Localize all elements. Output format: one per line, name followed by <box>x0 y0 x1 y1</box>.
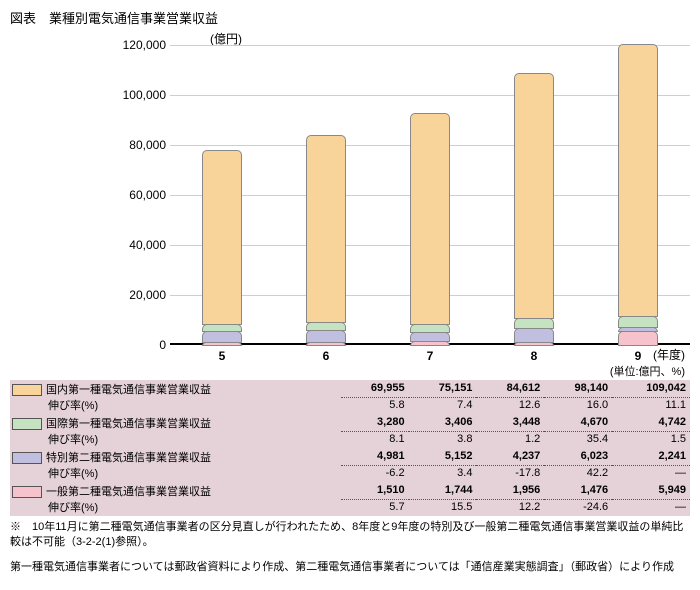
data-value: 6,023 <box>544 448 612 465</box>
bar-column: 7 <box>410 113 450 345</box>
data-rate: -24.6 <box>544 499 612 516</box>
data-rate: -6.2 <box>341 465 409 482</box>
bar-column: 9 <box>618 44 658 345</box>
data-rate: 1.5 <box>612 431 690 448</box>
legend-text: 一般第二種電気通信事業営業収益 <box>46 486 211 498</box>
data-rate: 35.4 <box>544 431 612 448</box>
data-value: 3,448 <box>476 414 544 431</box>
bar-column: 8 <box>514 73 554 345</box>
bar-segment-dom1 <box>514 73 554 318</box>
data-value: 5,152 <box>409 448 477 465</box>
data-rate: 11.1 <box>612 397 690 414</box>
data-rate: ― <box>612 499 690 516</box>
legend-swatch <box>12 486 42 498</box>
x-tick-label: 5 <box>202 349 242 363</box>
bar-segment-gen2 <box>202 342 242 346</box>
data-rate: 15.5 <box>409 499 477 516</box>
data-rate: 16.0 <box>544 397 612 414</box>
legend-label: 一般第二種電気通信事業営業収益伸び率(%) <box>10 482 341 516</box>
data-rate: -17.8 <box>476 465 544 482</box>
data-rate: 12.6 <box>476 397 544 414</box>
y-tick-label: 40,000 <box>116 238 166 252</box>
x-tick-label: 9 <box>618 349 658 363</box>
data-value: 2,241 <box>612 448 690 465</box>
bar-segment-sp2 <box>514 328 554 343</box>
data-rate: 3.4 <box>409 465 477 482</box>
legend-label: 国内第一種電気通信事業営業収益伸び率(%) <box>10 380 341 414</box>
x-tick-label: 6 <box>306 349 346 363</box>
legend-label: 国際第一種電気通信事業営業収益伸び率(%) <box>10 414 341 448</box>
data-rate: 5.7 <box>341 499 409 516</box>
bar-segment-dom1 <box>618 44 658 317</box>
data-rate: 3.8 <box>409 431 477 448</box>
legend-swatch <box>12 418 42 430</box>
data-value: 4,670 <box>544 414 612 431</box>
data-value: 5,949 <box>612 482 690 499</box>
legend-text: 国際第一種電気通信事業営業収益 <box>46 418 211 430</box>
data-value: 109,042 <box>612 380 690 397</box>
data-value: 1,476 <box>544 482 612 499</box>
data-value: 4,742 <box>612 414 690 431</box>
legend-label: 特別第二種電気通信事業営業収益伸び率(%) <box>10 448 341 482</box>
data-value: 3,406 <box>409 414 477 431</box>
data-value: 84,612 <box>476 380 544 397</box>
data-value: 4,981 <box>341 448 409 465</box>
data-value: 1,510 <box>341 482 409 499</box>
bar-segment-gen2 <box>306 342 346 346</box>
bar-segment-gen2 <box>618 331 658 346</box>
bar-segment-dom1 <box>202 150 242 325</box>
legend-data-table: 国内第一種電気通信事業営業収益伸び率(%)69,95575,15184,6129… <box>10 380 690 516</box>
data-rate: 7.4 <box>409 397 477 414</box>
bar-segment-gen2 <box>514 342 554 346</box>
data-value: 3,280 <box>341 414 409 431</box>
data-value: 69,955 <box>341 380 409 397</box>
data-rate: 12.2 <box>476 499 544 516</box>
x-tick-label: 7 <box>410 349 450 363</box>
bar-segment-intl1 <box>618 316 658 328</box>
legend-swatch <box>12 452 42 464</box>
data-rate: ― <box>612 465 690 482</box>
legend-rate-label: 伸び率(%) <box>48 465 339 481</box>
data-rate: 1.2 <box>476 431 544 448</box>
y-tick-label: 20,000 <box>116 288 166 302</box>
y-tick-label: 80,000 <box>116 138 166 152</box>
data-value: 75,151 <box>409 380 477 397</box>
legend-text: 特別第二種電気通信事業営業収益 <box>46 452 211 464</box>
bar-column: 6 <box>306 135 346 345</box>
x-axis-label: (年度) <box>653 346 685 363</box>
data-value: 1,744 <box>409 482 477 499</box>
legend-rate-label: 伸び率(%) <box>48 397 339 413</box>
y-tick-label: 0 <box>116 338 166 352</box>
x-tick-label: 8 <box>514 349 554 363</box>
y-tick-label: 60,000 <box>116 188 166 202</box>
footnote-1: ※ 10年11月に第二種電気通信事業者の区分見直しが行われたため、8年度と9年度… <box>10 520 690 550</box>
footnote-2: 第一種電気通信事業者については郵政省資料により作成、第二種電気通信事業者について… <box>10 560 690 575</box>
data-rate: 5.8 <box>341 397 409 414</box>
bar-segment-gen2 <box>410 341 450 346</box>
data-rate: 8.1 <box>341 431 409 448</box>
y-tick-label: 100,000 <box>116 88 166 102</box>
data-rate: 42.2 <box>544 465 612 482</box>
data-value: 4,237 <box>476 448 544 465</box>
bar-segment-dom1 <box>410 113 450 325</box>
bar-segment-dom1 <box>306 135 346 323</box>
data-value: 1,956 <box>476 482 544 499</box>
y-tick-label: 120,000 <box>116 38 166 52</box>
legend-rate-label: 伸び率(%) <box>48 431 339 447</box>
bar-container: 56789 <box>170 45 690 345</box>
legend-swatch <box>12 384 42 396</box>
legend-text: 国内第一種電気通信事業営業収益 <box>46 384 211 396</box>
x-unit-label: (単位:億円、%) <box>610 363 685 379</box>
bar-segment-sp2 <box>306 330 346 343</box>
legend-rate-label: 伸び率(%) <box>48 499 339 515</box>
chart-area: 020,00040,00060,00080,000100,000120,000 … <box>130 45 690 345</box>
chart-title: 図表 業種別電気通信事業営業収益 <box>10 8 218 27</box>
data-value: 98,140 <box>544 380 612 397</box>
bar-column: 5 <box>202 150 242 345</box>
